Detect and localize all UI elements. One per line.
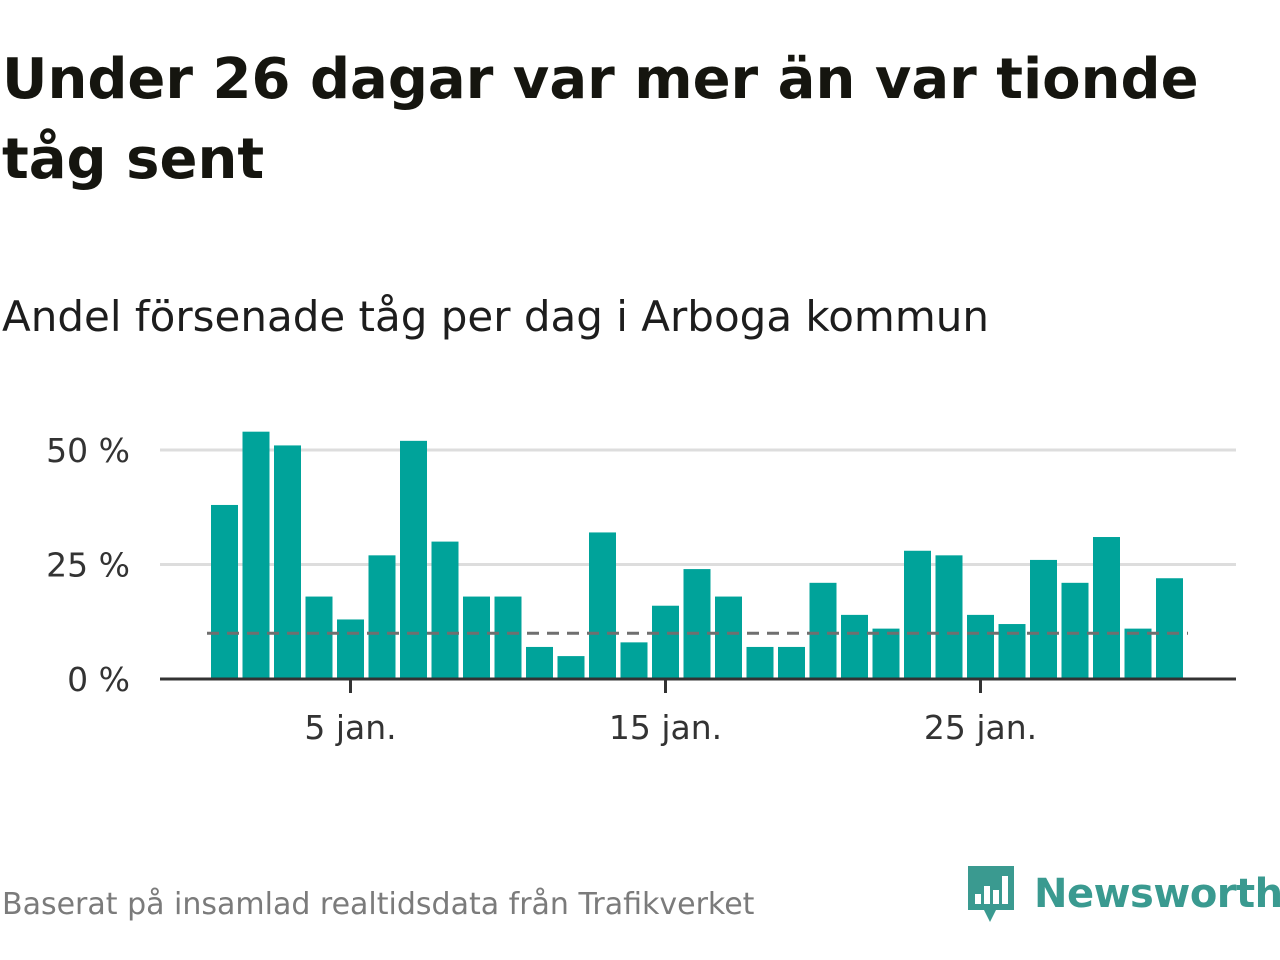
bar — [557, 656, 585, 679]
bar — [211, 504, 238, 679]
bar — [715, 596, 742, 679]
x-tick-label: 15 jan. — [609, 708, 722, 747]
bar — [683, 569, 711, 679]
bar — [904, 550, 931, 679]
bar — [778, 646, 805, 679]
x-tick-label: 25 jan. — [924, 708, 1037, 747]
bar — [620, 642, 648, 679]
bar — [1030, 559, 1057, 679]
bar — [526, 646, 553, 679]
newsworthy-logo-icon — [968, 866, 1014, 922]
bar — [809, 582, 837, 679]
bar — [1093, 537, 1120, 679]
bar — [872, 628, 900, 679]
bar — [652, 605, 679, 679]
x-tick-label: 5 jan. — [304, 708, 396, 747]
bar — [431, 541, 459, 679]
bar — [967, 614, 994, 679]
bars — [211, 431, 1183, 679]
bar — [305, 596, 333, 679]
bar — [746, 646, 774, 679]
bar — [274, 445, 301, 679]
brand-logo[interactable]: Newsworthy — [966, 864, 1280, 924]
y-tick-label: 0 % — [67, 660, 130, 699]
y-tick-label: 50 % — [46, 431, 130, 470]
bar — [242, 431, 270, 679]
brand-name: Newsworthy — [1034, 871, 1280, 917]
bar — [841, 614, 868, 679]
bar — [337, 619, 364, 679]
bar — [1124, 628, 1152, 679]
bar — [400, 440, 427, 679]
bar — [1061, 582, 1089, 679]
bar — [1156, 578, 1183, 679]
bar-chart: 0 % 25 % 50 % 5 jan. 15 jan. 25 jan. — [46, 431, 1236, 747]
chart-title: Under 26 dagar var mer än var tionde tåg… — [2, 47, 1199, 192]
y-tick-label: 25 % — [46, 546, 130, 585]
source-note: Baserat på insamlad realtidsdata från Tr… — [2, 887, 755, 922]
bar — [368, 555, 396, 679]
bar — [494, 596, 522, 679]
bar — [589, 532, 616, 679]
chart-subtitle: Andel försenade tåg per dag i Arboga kom… — [2, 292, 989, 341]
bar — [463, 596, 490, 679]
axes: 0 % 25 % 50 % 5 jan. 15 jan. 25 jan. — [46, 431, 1236, 747]
grid-lines — [160, 448, 1236, 566]
bar — [935, 555, 963, 679]
